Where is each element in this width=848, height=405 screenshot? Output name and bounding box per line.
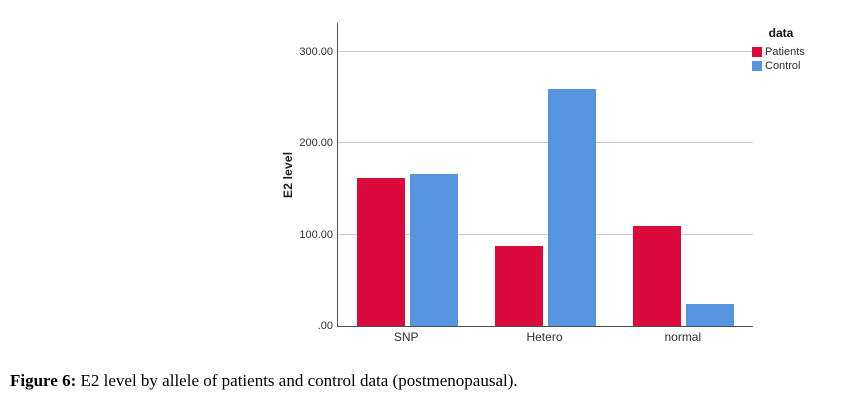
bar-patients-hetero xyxy=(494,246,543,326)
legend-title: data xyxy=(768,26,794,40)
figure-caption: Figure 6: E2 level by allele of patients… xyxy=(10,371,710,391)
gridline-300 xyxy=(338,51,753,52)
y-tick-label-100: 100.00 xyxy=(299,229,333,241)
bar-group-hetero xyxy=(476,23,614,326)
x-category-label-hetero: Hetero xyxy=(526,330,563,344)
legend-swatch-patients xyxy=(752,46,762,57)
y-tick-label-300: 300.00 xyxy=(299,46,333,58)
legend-label-patients: Patients xyxy=(765,45,805,58)
gridline-100 xyxy=(338,234,753,235)
y-axis-title: E2 level xyxy=(281,151,295,198)
bar-control-snp xyxy=(409,174,458,326)
bar-patients-snp xyxy=(356,178,405,326)
bar-patients-normal xyxy=(633,226,682,326)
bar-control-hetero xyxy=(547,89,596,326)
bar-control-normal xyxy=(686,304,735,326)
x-category-label-normal: normal xyxy=(664,330,702,344)
figure-caption-text: E2 level by allele of patients and contr… xyxy=(80,371,518,390)
legend-item-patients: Patients xyxy=(752,45,810,58)
gridline-200 xyxy=(338,142,753,143)
legend-items: Patients Control xyxy=(752,45,810,72)
y-tick-label-0: .00 xyxy=(317,320,333,332)
bar-group-snp xyxy=(338,23,476,326)
x-axis-labels: SNP Hetero normal xyxy=(337,330,752,344)
bar-groups xyxy=(338,23,753,326)
bar-group-normal xyxy=(615,23,753,326)
x-category-label-snp: SNP xyxy=(393,330,419,344)
legend-label-control: Control xyxy=(765,59,801,72)
y-tick-label-200: 200.00 xyxy=(299,137,333,149)
legend-swatch-control xyxy=(752,60,762,71)
legend-item-control: Control xyxy=(752,59,810,72)
plot-area: .00 100.00 200.00 300.00 xyxy=(299,23,753,332)
legend: data Patients Control xyxy=(752,26,810,73)
figure-caption-label: Figure 6: xyxy=(10,371,77,390)
